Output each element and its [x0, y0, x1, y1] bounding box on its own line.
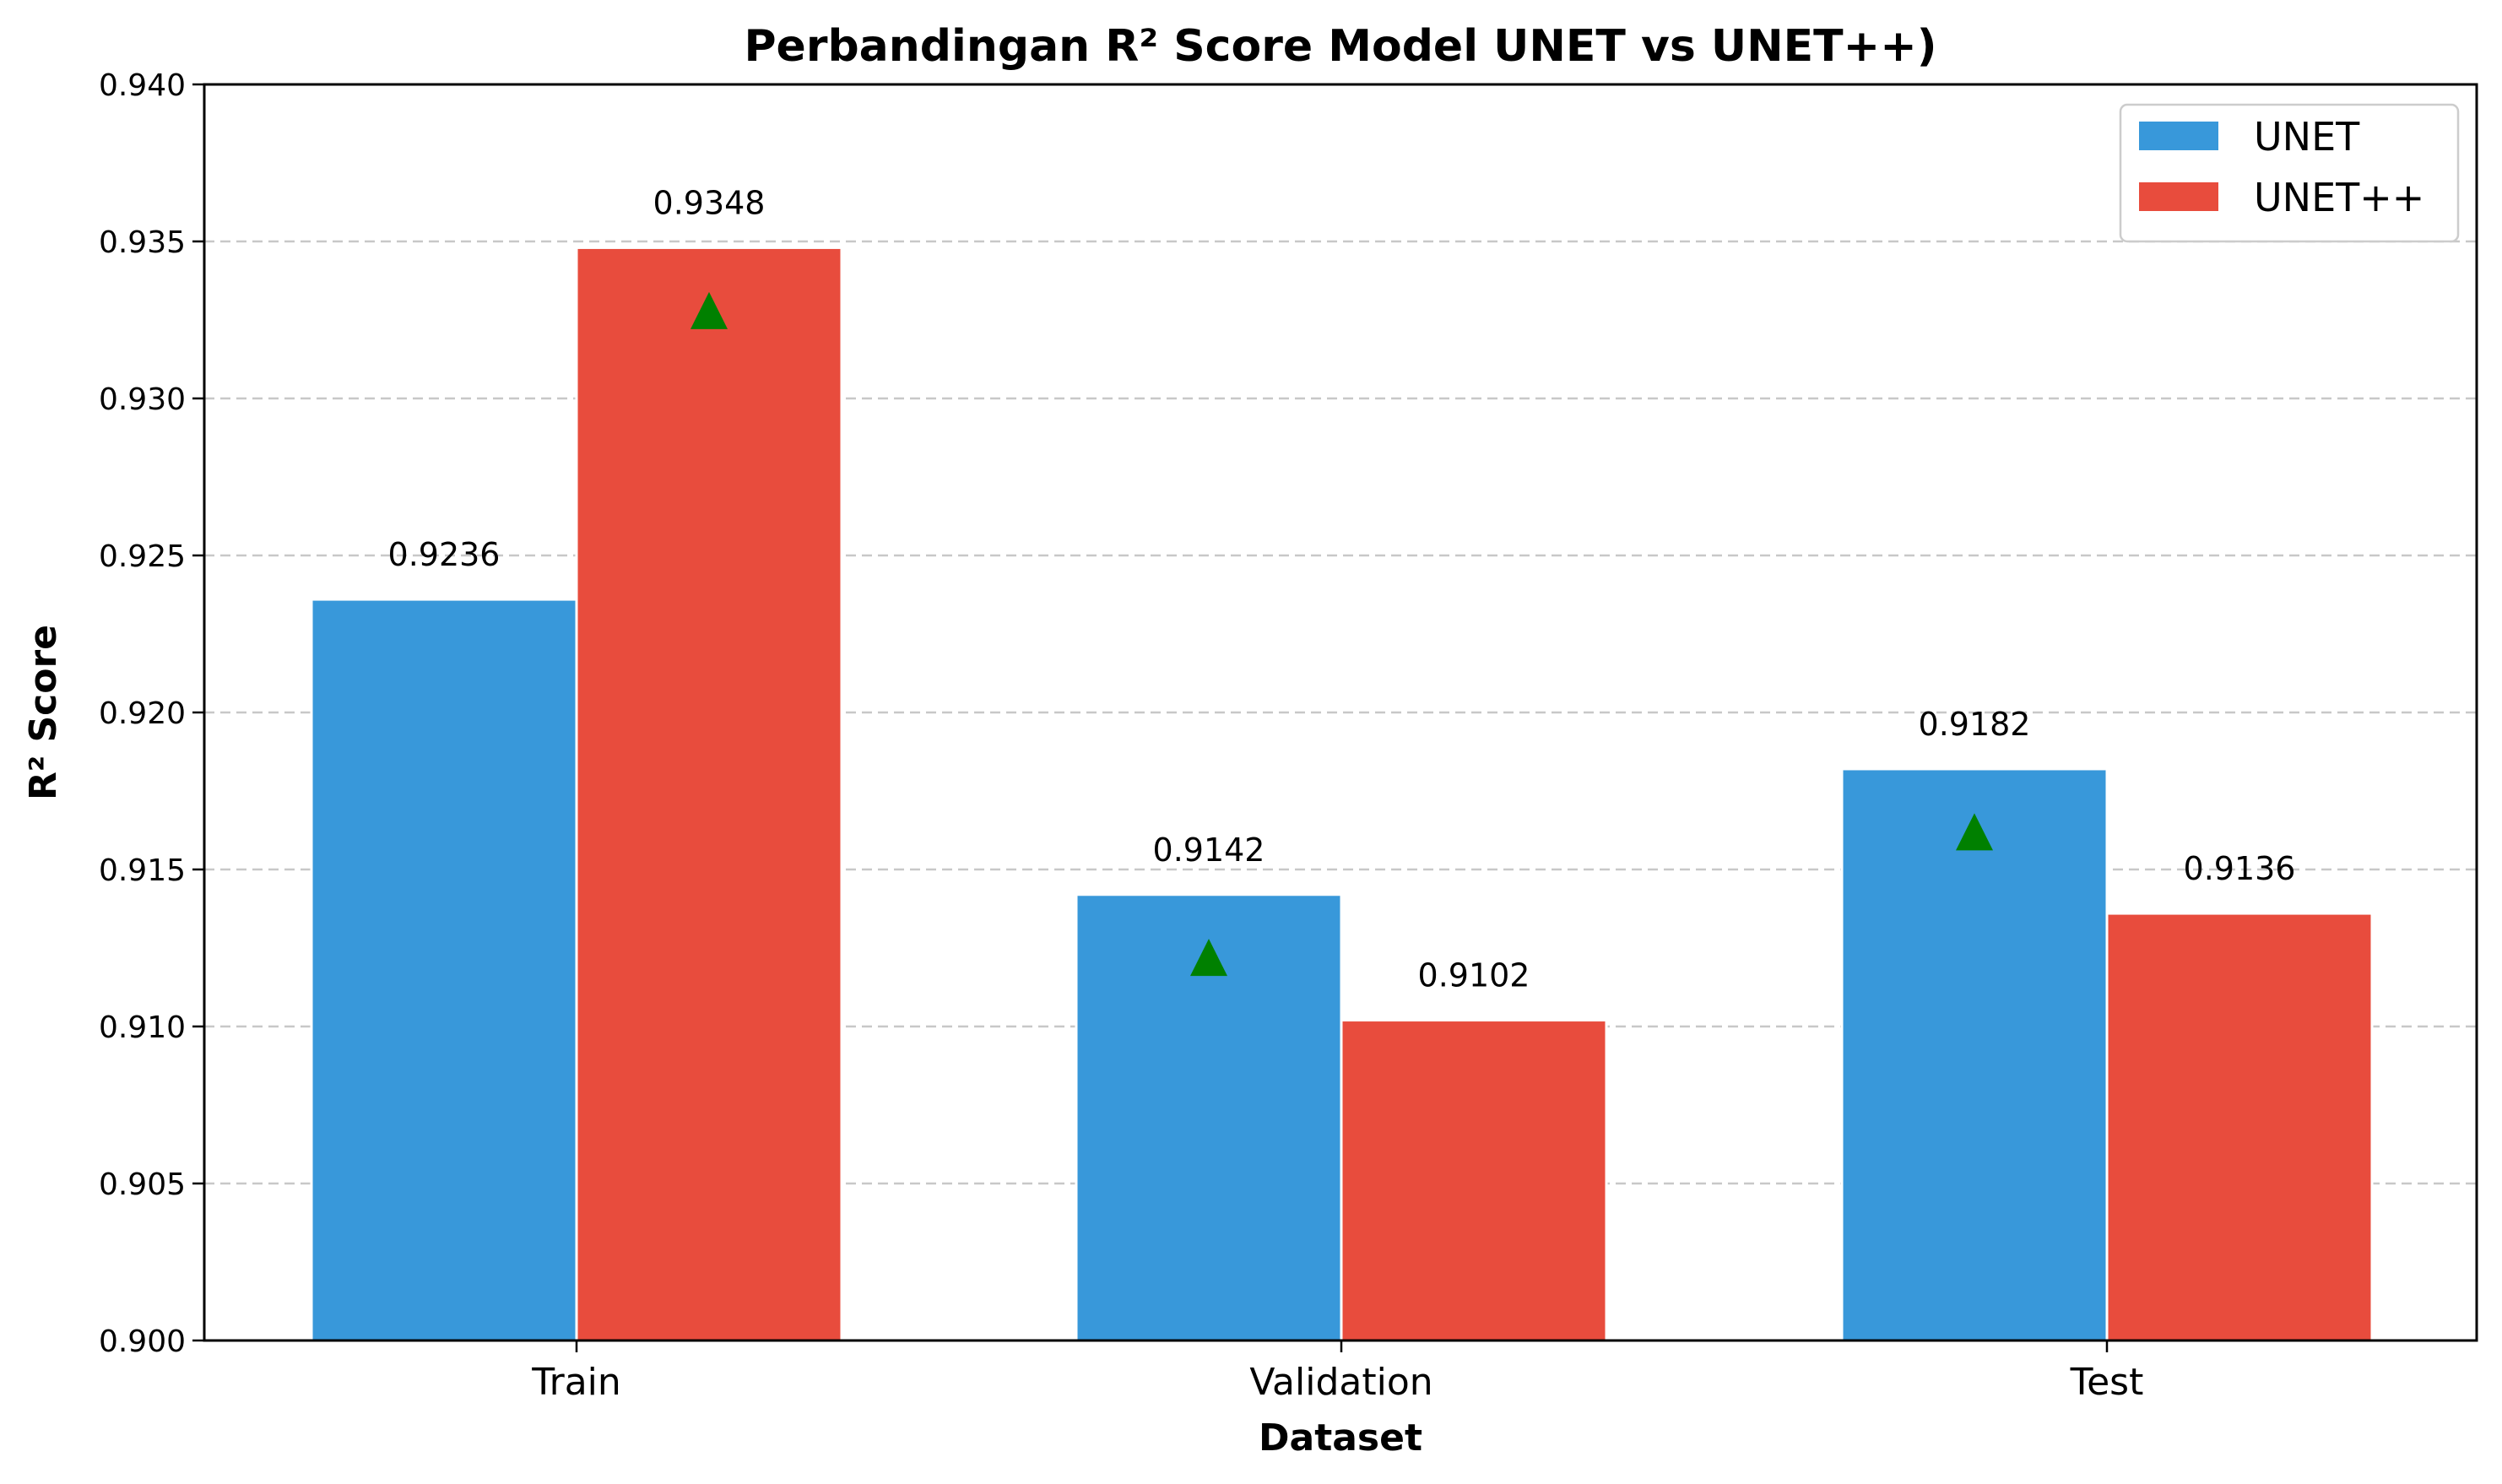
y-axis-ticks: 0.900 0.905 0.910 0.915 0.920 0.925 0.930 0.935… — [99, 68, 204, 1359]
x-tick-label: Test — [2070, 1361, 2144, 1404]
data-label: 0.9136 — [2184, 850, 2296, 887]
y-tick-label: 0.925 — [99, 539, 186, 574]
triangle-marker — [1956, 813, 1993, 851]
markers — [690, 291, 1993, 977]
x-tick-label: Validation — [1249, 1361, 1432, 1404]
y-axis-label: R² Score — [22, 625, 65, 800]
chart-title: Perbandingan R² Score Model UNET vs UNET… — [744, 21, 1936, 72]
triangle-marker — [1190, 939, 1227, 977]
x-axis-label: Dataset — [1259, 1416, 1422, 1460]
legend-label: UNET++ — [2254, 175, 2424, 220]
bar-unetplusplus-train — [575, 246, 843, 1342]
bar-unetplusplus-test — [2105, 912, 2374, 1342]
y-tick-label: 0.915 — [99, 853, 186, 888]
x-tick-label: Train — [531, 1361, 621, 1404]
y-tick-label: 0.910 — [99, 1010, 186, 1045]
bar-unet-train — [310, 598, 578, 1342]
bar-unet-test — [1840, 767, 2109, 1342]
data-label: 0.9236 — [388, 536, 501, 573]
bars — [310, 246, 2374, 1342]
y-tick-label: 0.900 — [99, 1324, 186, 1359]
y-tick-label: 0.940 — [99, 68, 186, 103]
legend-swatch — [2139, 182, 2218, 211]
x-axis-ticks: Train Validation Test — [531, 1340, 2143, 1404]
data-label: 0.9102 — [1418, 957, 1530, 994]
y-tick-label: 0.935 — [99, 225, 186, 260]
data-label: 0.9182 — [1919, 706, 2031, 743]
bar-unetplusplus-validation — [1340, 1019, 1608, 1342]
y-tick-label: 0.905 — [99, 1167, 186, 1202]
data-label: 0.9348 — [653, 184, 766, 221]
data-label: 0.9142 — [1153, 831, 1265, 869]
y-tick-label: 0.920 — [99, 696, 186, 731]
y-tick-label: 0.930 — [99, 382, 186, 417]
legend-swatch — [2139, 122, 2218, 150]
legend: UNET UNET++ — [2119, 103, 2460, 243]
legend-label: UNET — [2254, 114, 2360, 160]
data-labels: 0.9236 0.9142 0.9182 0.9348 0.9102 0.9136 — [388, 184, 2296, 994]
triangle-marker — [690, 291, 728, 329]
